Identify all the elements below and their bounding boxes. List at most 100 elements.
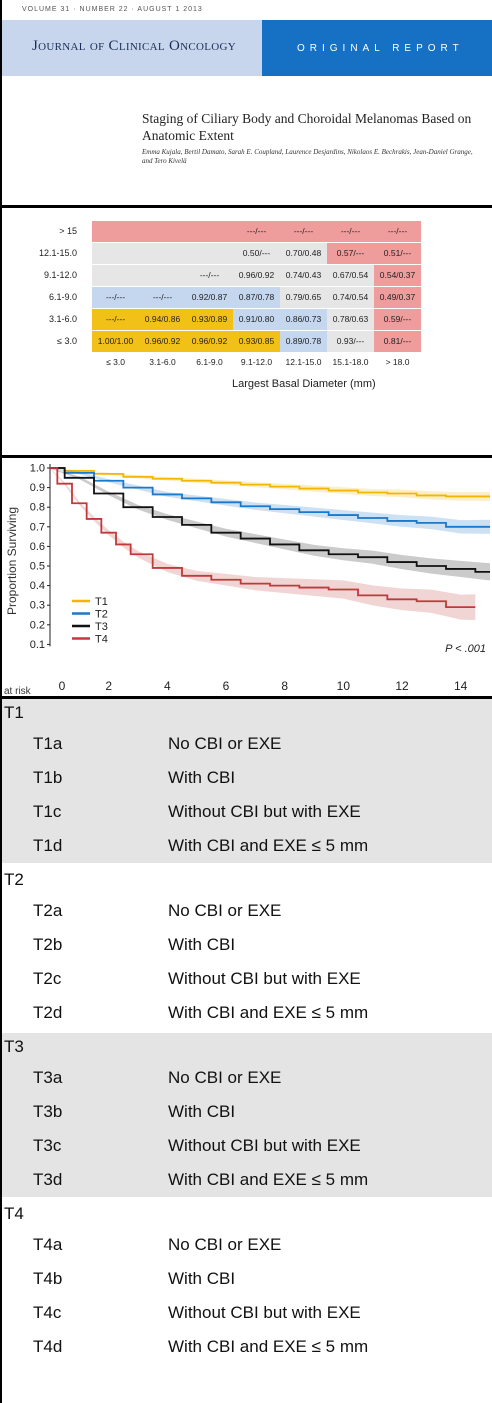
matrix-x-label: 3.1-6.0 [149, 357, 176, 367]
survival-chart-panel: 0.1 0.2 0.3 0.4 0.5 0.6 0.7 0.8 0.9 1.0 0 2 4 6 8 10 12 1… [0, 458, 492, 699]
matrix-row-label: 6.1-9.0 [48, 292, 77, 302]
stage-code: T2c [33, 969, 62, 988]
stage-description: No CBI or EXE [168, 901, 282, 920]
stage-row: T4c Without CBI but with EXE [2, 1299, 492, 1326]
matrix-cell: 0.92/0.87 [186, 287, 233, 308]
stage-description: No CBI or EXE [168, 1068, 282, 1087]
matrix-row: 12.1-15.0 0.50/--- 0.70/0.48 0.57/--- 0.51/-… [2, 243, 492, 264]
matrix-x-label: > 18.0 [385, 357, 410, 367]
stage-description: With CBI [168, 935, 236, 954]
section-box [262, 20, 492, 76]
stage-description: With CBI [168, 1102, 236, 1121]
matrix-cell: 0.86/0.73 [280, 309, 327, 330]
survival-chart: 0.1 0.2 0.3 0.4 0.5 0.6 0.7 0.8 0.9 1.0 0 2 4 6 8 10 12 1… [4, 463, 490, 696]
stage-description: With CBI and EXE ≤ 5 mm [168, 1170, 369, 1189]
article-title: Staging of Ciliary Body and Choroidal Me… [142, 111, 472, 143]
matrix-row: > 15 ---/--- ---/--- ---/--- ---/--- [2, 221, 492, 242]
stage-description: With CBI [168, 1269, 236, 1288]
stage-row: T1a No CBI or EXE [2, 730, 492, 757]
stage-description: Without CBI but with EXE [168, 802, 361, 821]
matrix-row-label: ≤ 3.0 [57, 336, 77, 346]
stage-row: T1c Without CBI but with EXE [2, 798, 492, 825]
y-tick-label: 1.0 [30, 463, 45, 475]
stage-code: T1c [33, 802, 62, 821]
matrix-cell: ---/--- [92, 309, 139, 330]
matrix-cell: 0.78/0.63 [327, 309, 374, 330]
stage-code: T3d [33, 1170, 63, 1189]
matrix-cell: 0.79/0.65 [280, 287, 327, 308]
stage-row: T4a No CBI or EXE [2, 1231, 492, 1258]
matrix-x-label: ≤ 3.0 [106, 357, 125, 367]
matrix-cell: 0.81/--- [374, 331, 421, 352]
stage-code: T1b [33, 768, 63, 787]
stage-description: With CBI [168, 768, 236, 787]
stage-description: With CBI and EXE ≤ 5 mm [168, 1337, 369, 1356]
matrix-cell: ---/--- [139, 287, 186, 308]
matrix-cell: 0.87/0.78 [233, 287, 280, 308]
stage-group-code: T3 [4, 1037, 24, 1056]
legend-label-t2: T2 [95, 609, 108, 621]
stage-description: No CBI or EXE [168, 1235, 282, 1254]
journal-title: Journal of Clinical Oncology [32, 38, 236, 54]
stage-row: T3a No CBI or EXE [2, 1064, 492, 1091]
matrix-x-title: Largest Basal Diameter (mm) [232, 378, 376, 390]
stage-group-t4: T4 [2, 1200, 492, 1227]
stage-row: T1d With CBI and EXE ≤ 5 mm [2, 832, 492, 859]
matrix-row-label: 12.1-15.0 [38, 248, 77, 258]
matrix-row: ≤ 3.0 1.00/1.00 0.96/0.92 0.96/0.92 0.93/0.8… [2, 331, 492, 352]
matrix-x-label: 12.1-15.0 [285, 357, 322, 367]
matrix-cell: 0.59/--- [374, 309, 421, 330]
x-tick-label: 0 [59, 679, 66, 693]
matrix-row-label: > 15 [59, 226, 77, 236]
matrix-cell: 0.91/0.80 [233, 309, 280, 330]
stage-description: Without CBI but with EXE [168, 1136, 361, 1155]
matrix-cell [92, 221, 139, 242]
stage-code: T4b [33, 1269, 63, 1288]
matrix-cell: 0.93/0.85 [233, 331, 280, 352]
stage-code: T2d [33, 1003, 63, 1022]
stage-row: T3c Without CBI but with EXE [2, 1132, 492, 1159]
matrix-row-label: 9.1-12.0 [43, 270, 77, 280]
matrix-x-label: 9.1-12.0 [240, 357, 273, 367]
matrix-cell: ---/--- [374, 221, 421, 242]
matrix-row: 6.1-9.0 ---/--- ---/--- 0.92/0.87 0.87/0.78 0… [2, 287, 492, 308]
matrix-cell: 0.49/0.37 [374, 287, 421, 308]
stage-code: T3a [33, 1068, 63, 1087]
stage-code: T3c [33, 1136, 62, 1155]
matrix-cell: ---/--- [186, 265, 233, 286]
stage-group-t2: T2 [2, 866, 492, 893]
y-tick-label: 0.9 [30, 482, 45, 494]
matrix-cell: 0.70/0.48 [280, 243, 327, 264]
matrix-cell [92, 243, 139, 264]
stage-code: T4a [33, 1235, 63, 1254]
y-tick-label: 0.1 [30, 639, 45, 651]
x-tick-label: 4 [164, 679, 171, 693]
y-tick-label: 0.2 [30, 619, 45, 631]
section-label: ORIGINAL REPORT [297, 43, 464, 54]
stage-row: T4d With CBI and EXE ≤ 5 mm [2, 1333, 492, 1360]
x-tick-label: 10 [337, 679, 351, 693]
stage-row: T2b With CBI [2, 931, 492, 958]
matrix-cell: 0.74/0.43 [280, 265, 327, 286]
matrix-cell: 0.89/0.78 [280, 331, 327, 352]
survival-matrix-panel: > 15 ---/--- ---/--- ---/--- ---/--- 12.1-15.… [0, 208, 492, 458]
matrix-cell: 0.74/0.54 [327, 287, 374, 308]
matrix-cell: 0.93/0.89 [186, 309, 233, 330]
stage-group-code: T1 [4, 703, 24, 722]
stage-group-t3: T3 [2, 1033, 492, 1060]
y-tick-label: 0.8 [30, 502, 45, 514]
stage-row: T2d With CBI and EXE ≤ 5 mm [2, 999, 492, 1026]
x-tick-label: 2 [105, 679, 112, 693]
confidence-band-t4 [50, 468, 476, 621]
stage-code: T4c [33, 1303, 62, 1322]
matrix-cell: ---/--- [92, 287, 139, 308]
author-list: Emma Kujala, Bertil Damato, Sarah E. Cou… [142, 148, 473, 165]
y-tick-label: 0.7 [30, 521, 45, 533]
matrix-cell [92, 265, 139, 286]
stage-description: Without CBI but with EXE [168, 969, 361, 988]
stage-row: T2a No CBI or EXE [2, 897, 492, 924]
legend-label-t4: T4 [95, 634, 108, 646]
y-axis-title: Proportion Surviving [5, 507, 19, 615]
matrix-cell: 0.96/0.92 [139, 331, 186, 352]
y-tick-label: 0.3 [30, 600, 45, 612]
